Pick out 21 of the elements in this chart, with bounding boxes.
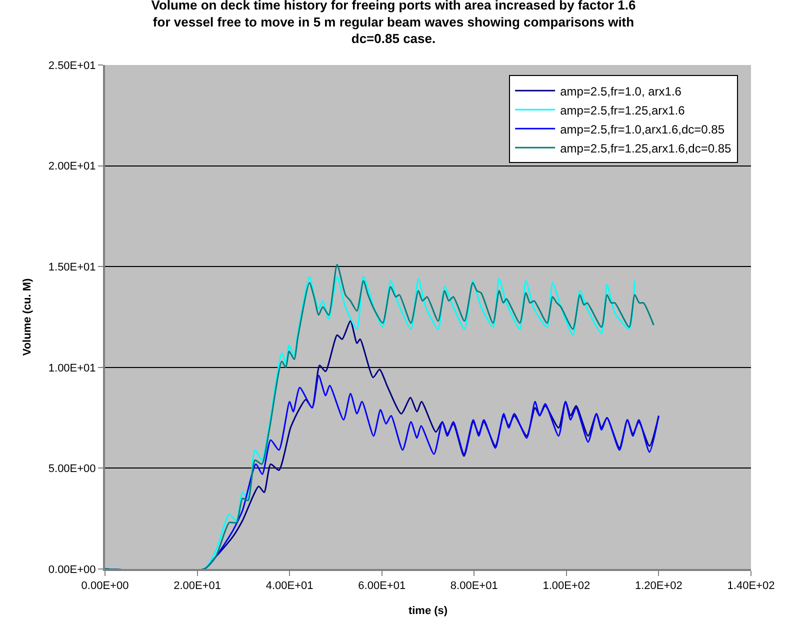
y-tick-label: 0.00E+00 [48, 564, 96, 576]
chart-title: Volume on deck time history for freeing ports with area increased by factor 1.6 for vessel free to move in 5 m regular beam waves showing comparisons with dc=0.85 case. [151, 0, 636, 46]
y-tick-label: 1.00E+01 [48, 362, 96, 374]
x-tick-label: 1.00E+02 [542, 580, 590, 592]
y-tick-label: 5.00E+00 [48, 463, 96, 476]
x-tick-label: 4.00E+01 [266, 580, 314, 592]
x-tick-label: 2.00E+01 [174, 580, 221, 592]
legend-label: amp=2.5,fr=1.25,arx1.6,dc=0.85 [560, 141, 732, 156]
x-tick-label: 6.00E+01 [358, 580, 406, 592]
x-tick-label: 8.00E+01 [450, 580, 498, 592]
legend-label: amp=2.5,fr=1.25,arx1.6 [560, 103, 686, 118]
y-tick-label: 2.00E+01 [48, 160, 96, 173]
x-tick-label: 1.40E+02 [727, 580, 775, 592]
legend-label: amp=2.5,fr=1.0,arx1.6,dc=0.85 [560, 122, 725, 136]
x-tick-label: 1.20E+02 [635, 580, 682, 592]
x-axis-title: time (s) [408, 604, 448, 617]
y-tick-label: 1.50E+01 [48, 261, 96, 274]
x-tick-label: 0.00E+00 [81, 580, 129, 592]
y-axis-title: Volume (cu. M) [22, 278, 34, 356]
y-tick-label: 2.50E+01 [48, 60, 96, 72]
legend-label: amp=2.5,fr=1.0, arx1.6 [560, 84, 682, 98]
